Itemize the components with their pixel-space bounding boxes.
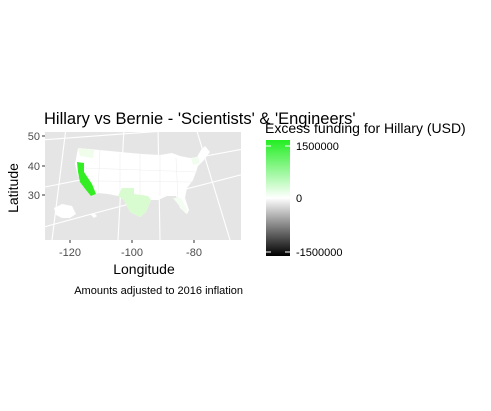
usa-map xyxy=(54,146,210,218)
plot-title: Hillary vs Bernie - 'Scientists' & 'Engi… xyxy=(44,110,356,128)
legend-label-low: -1500000 xyxy=(296,247,343,259)
legend-title: Excess funding for Hillary (USD) xyxy=(265,120,466,136)
x-axis: -120 -100 -80 xyxy=(59,240,202,259)
y-tick-label: 30 xyxy=(28,190,40,202)
state-borders xyxy=(83,149,199,201)
hawaii-shape xyxy=(90,213,97,218)
x-tick-label: -120 xyxy=(59,247,81,259)
alaska-shape xyxy=(54,204,76,218)
y-axis-title: Latitude xyxy=(5,163,21,213)
plot-caption: Amounts adjusted to 2016 inflation xyxy=(74,285,243,297)
state-california xyxy=(77,162,96,196)
y-axis: 50 40 30 xyxy=(28,131,45,202)
legend-label-high: 1500000 xyxy=(296,141,339,153)
state-florida xyxy=(173,198,187,214)
state-new-york xyxy=(191,157,200,165)
legend-label-zero: 0 xyxy=(296,193,302,205)
y-tick-label: 50 xyxy=(28,131,40,143)
x-axis-title: Longitude xyxy=(113,261,175,277)
x-tick-label: -100 xyxy=(121,247,143,259)
y-tick-label: 40 xyxy=(28,161,40,173)
state-texas xyxy=(118,188,151,217)
x-tick-label: -80 xyxy=(186,247,202,259)
state-washington xyxy=(78,148,94,158)
legend: Excess funding for Hillary (USD) 1500000… xyxy=(265,120,466,259)
